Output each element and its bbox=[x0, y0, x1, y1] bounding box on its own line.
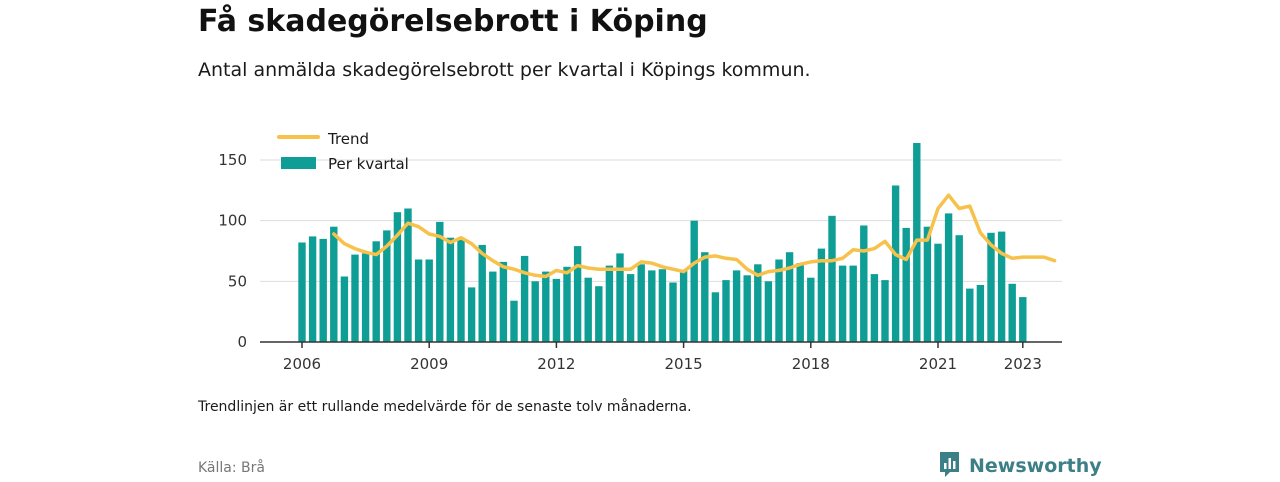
bar bbox=[308, 236, 317, 342]
x-tick-label: 2015 bbox=[665, 355, 703, 373]
bar bbox=[817, 248, 826, 342]
bar bbox=[1019, 297, 1027, 342]
bar bbox=[754, 264, 762, 342]
bar bbox=[997, 231, 1006, 342]
bar bbox=[552, 278, 561, 342]
bar bbox=[796, 263, 804, 342]
bar bbox=[669, 282, 677, 342]
bar bbox=[944, 213, 953, 342]
bar bbox=[743, 275, 751, 342]
bar bbox=[393, 212, 402, 342]
bar bbox=[510, 300, 518, 342]
bar bbox=[383, 230, 391, 342]
bar bbox=[637, 264, 645, 342]
x-axis-ticks: 2006 2009 2012 2015 2018 2021 2023 bbox=[283, 342, 1042, 373]
bar bbox=[361, 253, 370, 342]
bar bbox=[648, 270, 656, 342]
chart-title: Få skadegörelsebrott i Köping bbox=[198, 4, 708, 39]
bar bbox=[616, 253, 624, 342]
bar bbox=[404, 208, 412, 342]
y-tick-label: 100 bbox=[218, 212, 247, 230]
bar bbox=[531, 281, 539, 342]
bar bbox=[690, 220, 698, 342]
bar bbox=[1008, 283, 1016, 342]
bar bbox=[860, 225, 868, 342]
bar bbox=[732, 270, 741, 342]
bar bbox=[881, 280, 889, 342]
bar bbox=[319, 238, 327, 342]
trend-line bbox=[332, 193, 1057, 279]
bar bbox=[584, 277, 592, 342]
x-tick-label: 2009 bbox=[410, 355, 448, 373]
bar bbox=[372, 241, 380, 342]
bar bbox=[775, 259, 783, 342]
bar bbox=[807, 277, 815, 342]
bar bbox=[785, 252, 794, 342]
bar bbox=[573, 246, 582, 342]
bar bbox=[849, 265, 857, 342]
bar bbox=[446, 237, 455, 342]
bar bbox=[425, 259, 433, 342]
bar bbox=[711, 292, 720, 342]
x-tick-label: 2006 bbox=[283, 355, 321, 373]
legend-bars-label: Per kvartal bbox=[328, 155, 409, 173]
bar bbox=[838, 265, 847, 342]
y-tick-label: 150 bbox=[218, 151, 247, 169]
bar bbox=[828, 215, 836, 342]
x-tick-label: 2012 bbox=[537, 355, 575, 373]
x-tick-label: 2018 bbox=[792, 355, 830, 373]
brand-name: Newsworthy bbox=[969, 455, 1102, 477]
bar bbox=[489, 271, 497, 342]
footnote: Trendlinjen är ett rullande medelvärde f… bbox=[198, 399, 692, 415]
bar bbox=[701, 252, 709, 342]
y-tick-label: 0 bbox=[237, 333, 247, 351]
bar bbox=[870, 274, 879, 342]
x-tick-label: 2023 bbox=[1004, 355, 1042, 373]
bar bbox=[563, 266, 571, 342]
chart-subtitle: Antal anmälda skadegörelsebrott per kvar… bbox=[198, 59, 811, 81]
x-tick-label: 2021 bbox=[919, 355, 957, 373]
brand-logo[interactable]: Newsworthy bbox=[938, 450, 1102, 482]
bar bbox=[679, 270, 688, 342]
bar bbox=[595, 286, 603, 342]
bar bbox=[923, 226, 932, 342]
legend: Trend Per kvartal bbox=[277, 130, 409, 173]
legend-bars-swatch bbox=[281, 157, 316, 169]
bar bbox=[658, 269, 667, 342]
legend-trend-label: Trend bbox=[327, 130, 369, 148]
bar bbox=[340, 276, 349, 342]
bar bbox=[351, 254, 359, 342]
bar bbox=[891, 185, 900, 342]
y-axis-ticks: 0 50 100 150 bbox=[218, 151, 247, 351]
bar bbox=[298, 242, 306, 342]
bar bbox=[414, 259, 423, 342]
bar bbox=[955, 235, 963, 342]
newsworthy-logo-icon bbox=[938, 450, 961, 482]
bar bbox=[542, 271, 550, 342]
bar bbox=[902, 227, 910, 342]
bar bbox=[499, 261, 508, 342]
bars-series bbox=[298, 143, 1027, 342]
bar bbox=[478, 244, 486, 342]
bar bbox=[966, 288, 974, 342]
y-tick-label: 50 bbox=[228, 272, 247, 290]
bar bbox=[976, 285, 985, 342]
chart: 0 50 100 150 2006 2009 2012 2015 2018 2021 2023 T… bbox=[218, 130, 1062, 373]
bar bbox=[467, 287, 476, 342]
bar bbox=[436, 221, 444, 342]
bar bbox=[520, 255, 529, 342]
source-label: Källa: Brå bbox=[198, 460, 265, 476]
bar bbox=[330, 226, 338, 342]
bar bbox=[626, 274, 635, 342]
bar bbox=[764, 281, 773, 342]
bar bbox=[722, 280, 730, 342]
bar bbox=[934, 243, 942, 342]
bar bbox=[605, 265, 614, 342]
bar bbox=[457, 237, 465, 342]
bar bbox=[987, 232, 995, 342]
